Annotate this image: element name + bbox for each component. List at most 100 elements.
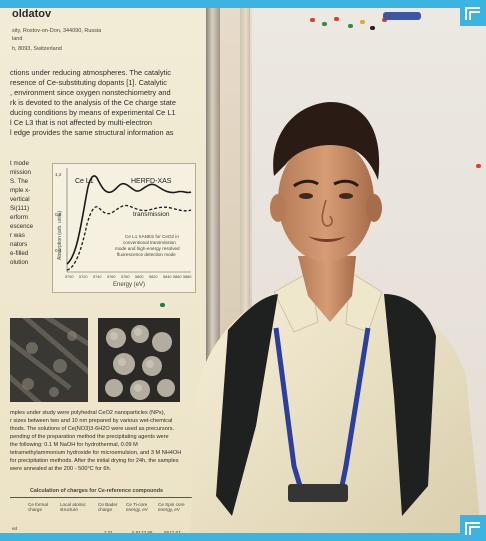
chart-ytick: 1,2 xyxy=(55,172,62,177)
chart-xtick: 5760 xyxy=(107,275,116,279)
chart-xtick: 5720 xyxy=(79,275,88,279)
chart-caption: fluorescence detection mode xyxy=(117,252,176,257)
transmission-curve xyxy=(66,204,192,271)
left-eyebrow xyxy=(293,179,319,188)
poster-method-line: pending of the preparation method the pr… xyxy=(10,434,169,440)
chart-xtick: 5800 xyxy=(135,275,144,279)
poster-table: Ce formal charge Local atomic structure … xyxy=(10,497,194,541)
xanes-chart: Ce L1 HERFD-XAS transmission 1,2 0,8 0,4… xyxy=(52,163,196,293)
chart-label-herfd: HERFD-XAS xyxy=(131,178,172,185)
poster-table-title: Calculation of charges for Ce-reference … xyxy=(30,488,163,494)
chart-xtick: 5860 xyxy=(173,275,182,279)
neck xyxy=(298,256,356,322)
chart-xtick: 5740 xyxy=(93,275,102,279)
chart-xtick: 5820 xyxy=(149,275,158,279)
corner-ornament-top-right xyxy=(460,0,486,26)
poster-affiliation-line: sity, Rostov-on-Don, 344090, Russia xyxy=(12,28,102,34)
chart-label-ce-l1: Ce L1 xyxy=(75,178,94,185)
poster-method-line: for precipitation methods. After the ini… xyxy=(10,458,179,464)
poster-intro-line: , environment since oxygen nonstechiomet… xyxy=(10,88,171,97)
tem-image-right xyxy=(98,318,180,402)
xanes-chart-plot xyxy=(66,168,192,273)
poster-side-line: S. The xyxy=(10,178,29,185)
poster-intro-line: l edge provides the same structural info… xyxy=(10,128,174,137)
poster-side-line: Si(111) xyxy=(10,205,30,212)
poster-method-line: tetramethylammonium hydroxide for microe… xyxy=(10,450,182,456)
chart-ylabel: Absorption (arb. units) xyxy=(57,210,63,260)
left-eye xyxy=(299,193,313,199)
poster-pin xyxy=(160,303,165,307)
chart-xtick: 5840 xyxy=(163,275,172,279)
poster-intro-line: l Ce L3 that is not affected by multi-el… xyxy=(10,118,153,127)
right-eyebrow xyxy=(333,179,360,188)
poster-method-line: were annealed at the 200 - 500°C for 6h. xyxy=(10,466,112,472)
poster-affiliation-line: land xyxy=(12,36,23,42)
chart-caption: mode and high-energy resolved xyxy=(115,246,180,251)
chart-xtick: 5880 xyxy=(183,275,192,279)
collar-right xyxy=(345,271,383,333)
person xyxy=(190,102,482,541)
table-header: Ce formal charge xyxy=(28,502,48,512)
table-header: Ce Spin core energy, eV xyxy=(158,502,185,512)
poster-intro-line: resence of Ce-substituting dopants [1]. … xyxy=(10,78,167,87)
badge-clip xyxy=(288,484,348,502)
poster-intro-line: ducing conditions by means of experiment… xyxy=(10,108,176,117)
board-pin xyxy=(360,20,365,24)
right-ear xyxy=(366,194,382,222)
frame-top-border xyxy=(0,0,486,8)
tem-image-left xyxy=(10,318,88,402)
poster-affiliation-line: h, 8093, Switzerland xyxy=(12,46,62,52)
board-pin xyxy=(476,164,481,168)
table-cell: 2.01 xyxy=(104,530,113,535)
chart-label-transmission: transmission xyxy=(133,211,170,218)
board-label-bar xyxy=(383,12,421,20)
board-pin xyxy=(382,18,387,22)
chart-xtick: 5700 xyxy=(65,275,74,279)
poster-side-line: escence xyxy=(10,223,34,230)
poster-side-line: mple x- xyxy=(10,187,31,194)
scientific-poster: oldatov sity, Rostov-on-Don, 344090, Rus… xyxy=(0,0,206,541)
table-header: Local atomic structure xyxy=(60,502,86,512)
table-cell: ed xyxy=(12,526,18,531)
poster-side-line: e-filled xyxy=(10,250,29,257)
poster-side-line: olution xyxy=(10,259,29,266)
chart-ytick: 0,4 xyxy=(55,248,62,253)
board-pin xyxy=(322,22,327,26)
poster-method-line: the following: 0.1 M NaOH for hydrotherm… xyxy=(10,442,138,448)
corner-ornament-bottom-right xyxy=(460,515,486,541)
poster-intro-line: rk is devoted to the analysis of the Ce … xyxy=(10,98,176,107)
chart-xtick: 5780 xyxy=(121,275,130,279)
mouth xyxy=(308,236,346,242)
frame-bottom-border xyxy=(0,533,486,541)
poster-method-line: mples under study were polyhedral CeO2 n… xyxy=(10,410,166,416)
nose xyxy=(321,199,333,227)
board-pin xyxy=(348,24,353,28)
chart-caption: Ce L1 XANES for CeO2 in xyxy=(125,234,179,239)
herfd-curve xyxy=(66,175,192,265)
table-header: Ce Ti-core energy, eV xyxy=(126,502,148,512)
backpack-strap-right xyxy=(384,294,436,516)
poster-side-line: t mode xyxy=(10,160,29,167)
table-cell: 5617.67 xyxy=(164,530,181,535)
chart-caption: conventional transmission xyxy=(123,240,176,245)
table-header: Ce Bader charge xyxy=(98,502,118,512)
table-cell: 5,8123.86 xyxy=(132,530,152,535)
poster-method-line: thods. The solutions of Ce(NO3)3·6H2O we… xyxy=(10,426,175,432)
poster-side-line: nators xyxy=(10,241,28,248)
poster-author-name: oldatov xyxy=(12,8,52,20)
lanyard xyxy=(273,327,371,487)
left-ear xyxy=(270,194,286,222)
poster-side-line: erform xyxy=(10,214,28,221)
chart-xlabel: Energy (eV) xyxy=(113,282,146,288)
board-pin xyxy=(334,17,339,21)
poster-stand-edge xyxy=(240,0,250,541)
right-eye xyxy=(339,193,353,199)
poster-intro-line: ctions under reducing atmospheres. The c… xyxy=(10,68,171,77)
chart-ytick: 0,8 xyxy=(55,212,62,217)
board-pin xyxy=(370,26,375,30)
backpack-strap-left xyxy=(216,294,278,516)
poster-side-line: r was xyxy=(10,232,25,239)
board-pin xyxy=(310,18,315,22)
poster-side-line: mission xyxy=(10,169,31,176)
